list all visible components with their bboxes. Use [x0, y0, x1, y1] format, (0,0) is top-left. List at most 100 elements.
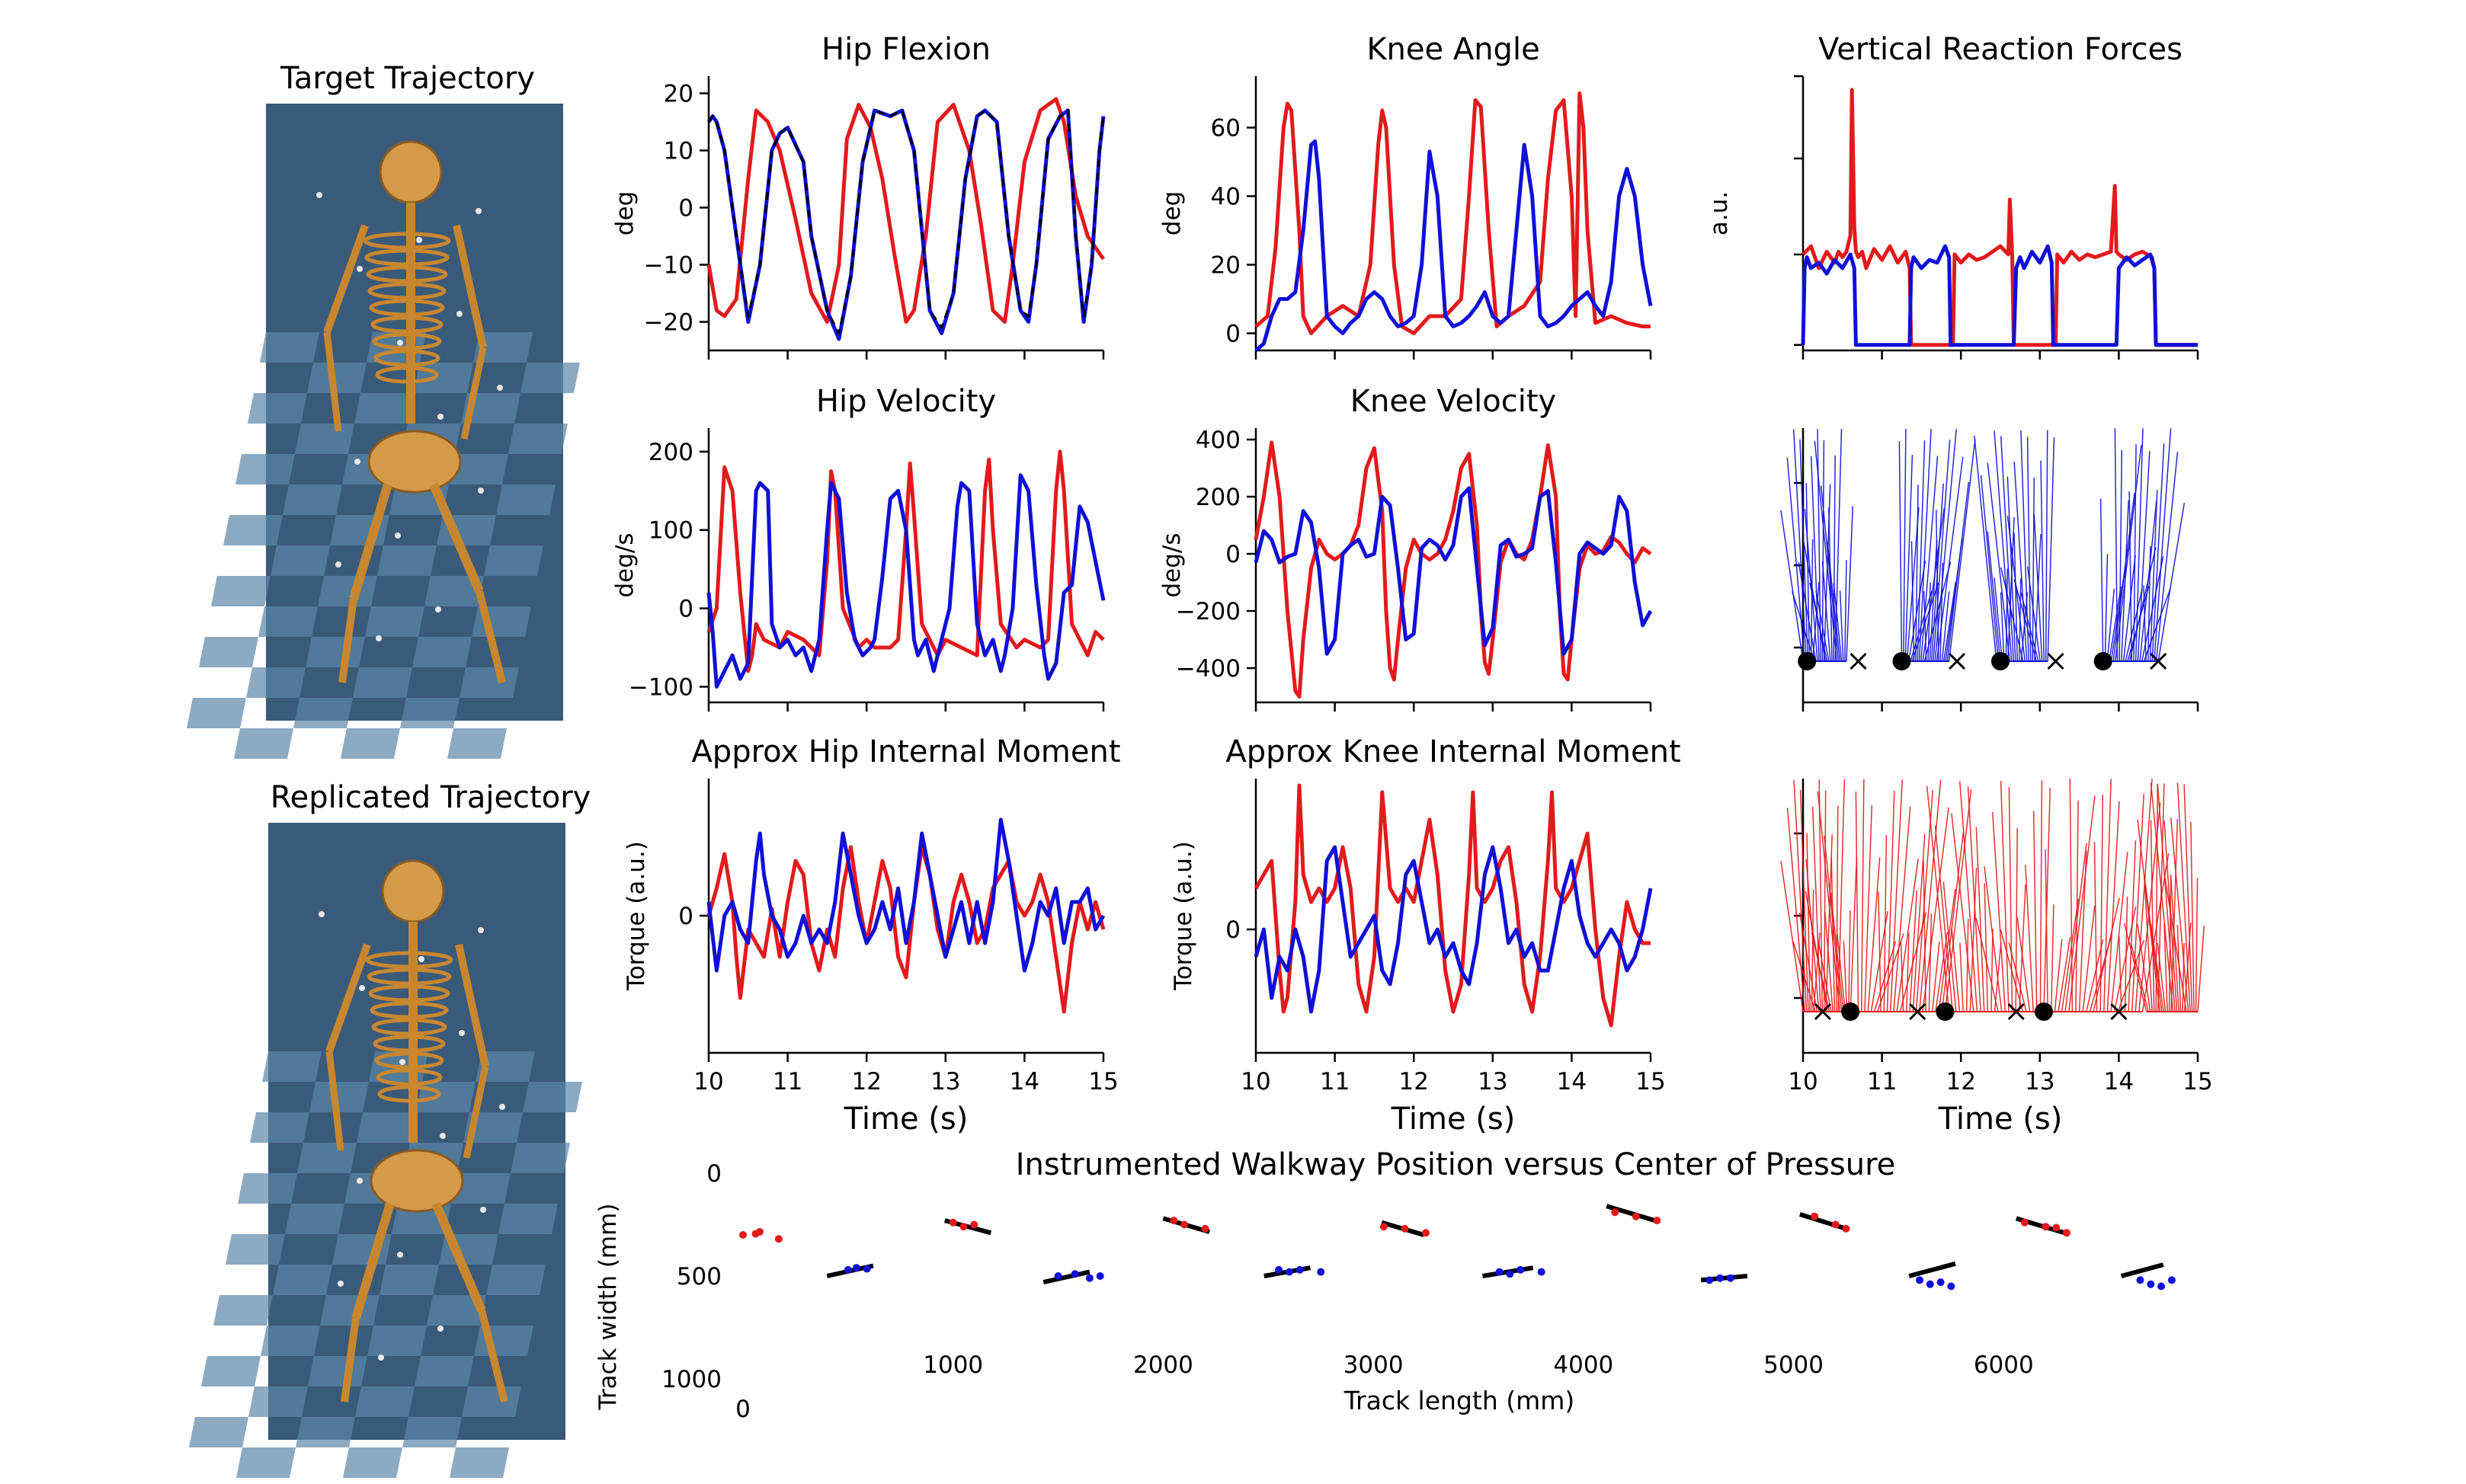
force-vector: [1907, 560, 1926, 662]
y-tick-label: 0: [706, 1160, 722, 1188]
force-vector: [1941, 832, 1964, 1012]
force-vector: [2139, 501, 2157, 662]
marker-dot: [397, 340, 403, 346]
cop-point-1: [1936, 1278, 1945, 1287]
force-vector: [1974, 435, 1997, 662]
force-vector: [2131, 794, 2144, 1012]
force-vector: [1939, 562, 1944, 662]
series-line-0: [706, 449, 1105, 673]
heel-strike-marker: [1936, 1003, 1955, 1021]
y-tick-label: 20: [664, 81, 693, 108]
force-vector: [1817, 429, 1821, 662]
force-vector: [1903, 428, 1907, 662]
marker-dot: [338, 1281, 344, 1287]
force-vector: [1780, 510, 1804, 662]
toe-off-marker: [2047, 652, 2064, 670]
rib: [363, 232, 451, 250]
force-vector: [2104, 554, 2109, 662]
tibia: [338, 598, 357, 683]
force-vector: [2128, 840, 2137, 1012]
force-vector: [2020, 430, 2029, 662]
force-vector: [1833, 583, 1843, 662]
y-axis-label: deg: [611, 191, 639, 235]
force-vector: [1810, 456, 1820, 662]
x-tick-label: 10: [693, 1068, 723, 1095]
y-tick-label: −20: [644, 309, 693, 337]
marker-dot: [456, 311, 463, 317]
floor-tile: [451, 1173, 511, 1204]
x-tick-label: 5000: [1763, 1351, 1824, 1379]
force-vector: [2045, 430, 2048, 662]
force-vector: [2144, 875, 2153, 1012]
force-vector: [1941, 591, 1950, 662]
force-vector: [1810, 539, 1814, 662]
rib: [364, 248, 450, 267]
force-vector: [1909, 890, 1918, 1012]
cop-point-1: [1295, 1265, 1304, 1274]
force-vector: [2170, 876, 2179, 1012]
footprint-right: [1908, 1261, 1956, 1278]
marker-dot: [499, 1104, 505, 1110]
force-vector: [2108, 586, 2122, 662]
force-vector: [1984, 883, 1989, 1012]
marker-dot: [354, 459, 360, 465]
cop-point-1: [844, 1265, 852, 1274]
cop-point-1: [1071, 1270, 1079, 1278]
footprint-right: [2120, 1262, 2164, 1278]
floor-tile: [367, 1326, 427, 1356]
femur: [349, 483, 392, 600]
series-line-0: [706, 97, 1106, 324]
floor-tile: [461, 393, 520, 424]
floor-tile: [211, 576, 271, 606]
force-vector: [2078, 850, 2087, 1012]
force-vector: [2086, 939, 2104, 1012]
cop-point-1: [2147, 1280, 2155, 1288]
rib: [369, 299, 445, 317]
force-vector: [1931, 942, 1940, 1012]
floor-tile: [412, 637, 472, 667]
force-vector: [1848, 910, 1851, 1012]
floor-tile: [496, 485, 556, 515]
floor-tile: [295, 424, 354, 454]
x-tick-label: 14: [2104, 1068, 2134, 1095]
skull: [381, 859, 445, 923]
force-vector: [1915, 485, 1919, 662]
force-vector: [2020, 592, 2039, 662]
force-vector: [2040, 460, 2045, 662]
force-vector: [1817, 941, 1832, 1012]
force-vector: [2025, 865, 2034, 1012]
force-vector: [1805, 482, 1811, 662]
force-vector: [2033, 514, 2043, 662]
floor-tile: [250, 1112, 309, 1143]
force-vector: [2006, 476, 2016, 662]
arm: [453, 224, 487, 349]
force-vector: [1917, 440, 1926, 662]
y-tick-label: 400: [1196, 427, 1241, 454]
floor-tile: [511, 1143, 570, 1173]
force-vector: [1933, 440, 1951, 662]
force-vector: [1923, 860, 1926, 1012]
force-vector: [2118, 935, 2122, 1012]
force-vector: [1855, 792, 1859, 1012]
cop-point-1: [2157, 1282, 2166, 1291]
target-image-title: Target Trajectory: [280, 61, 535, 96]
floor-tile: [187, 698, 246, 728]
force-vector: [2005, 568, 2009, 662]
force-vector: [2099, 795, 2104, 1012]
force-vector: [2143, 585, 2147, 662]
cop-point-1: [1926, 1280, 1934, 1288]
force-vector: [2018, 884, 2026, 1012]
cop-point-0: [1632, 1212, 1640, 1220]
floor-tile: [355, 1386, 415, 1417]
marker-dot: [399, 1059, 405, 1065]
force-vector: [2093, 897, 2120, 1012]
x-tick-label: 15: [2183, 1068, 2212, 1095]
series-line-0: [1801, 88, 2198, 347]
femur: [429, 482, 484, 593]
floor-tile: [460, 667, 519, 698]
force-vector: [2058, 936, 2071, 1012]
force-vector: [2163, 872, 2187, 1012]
force-vector: [1837, 933, 1846, 1012]
floor-tile: [447, 728, 507, 759]
